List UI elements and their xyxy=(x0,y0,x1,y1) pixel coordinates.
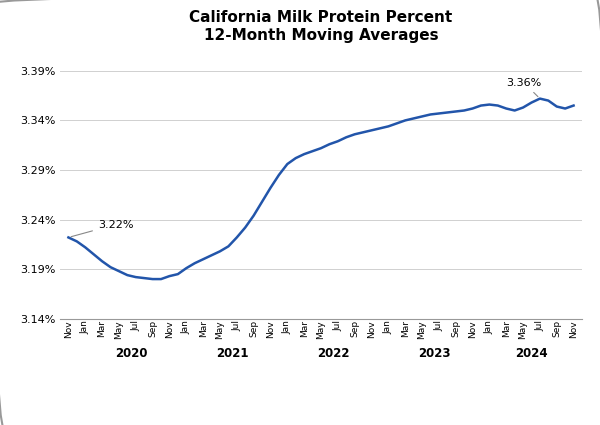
Text: 2021: 2021 xyxy=(217,346,249,360)
Text: 2023: 2023 xyxy=(418,346,451,360)
Title: California Milk Protein Percent
12-Month Moving Averages: California Milk Protein Percent 12-Month… xyxy=(190,11,452,43)
Text: 2022: 2022 xyxy=(317,346,350,360)
Text: 2024: 2024 xyxy=(515,346,548,360)
Text: 3.22%: 3.22% xyxy=(71,220,133,237)
Text: 2020: 2020 xyxy=(115,346,148,360)
Text: 3.36%: 3.36% xyxy=(506,78,541,96)
